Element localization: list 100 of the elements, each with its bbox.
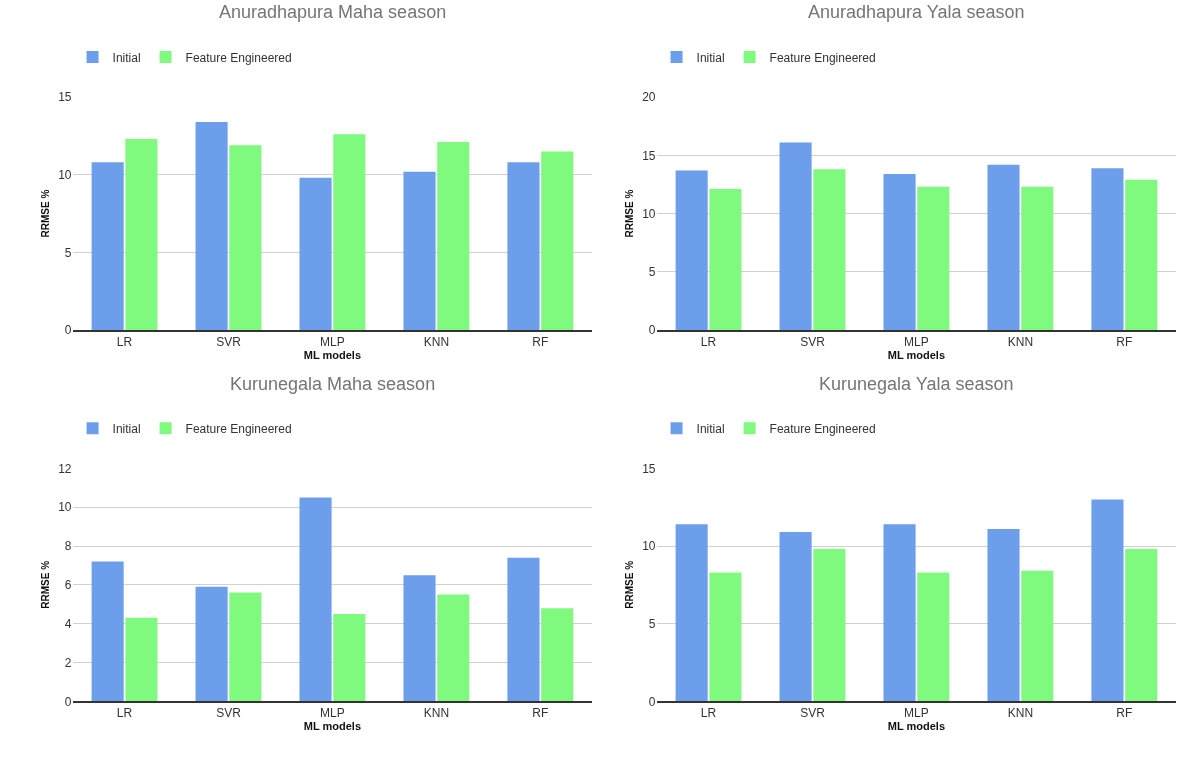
- x-tick-label: MLP: [904, 335, 929, 350]
- y-tick-label: 20: [642, 90, 656, 105]
- y-tick-label: 0: [648, 694, 656, 709]
- x-tick-label: RF: [532, 335, 549, 350]
- bar: [229, 592, 262, 702]
- x-tick-label: MLP: [904, 706, 929, 721]
- bar: [1091, 499, 1124, 702]
- x-tick-label: MLP: [320, 335, 345, 350]
- legend-label: Initial: [696, 50, 725, 65]
- bar: [541, 608, 574, 702]
- bar: [709, 189, 742, 331]
- y-tick-label: 10: [642, 539, 656, 554]
- y-tick-label: 5: [648, 616, 656, 631]
- x-tick-label: SVR: [800, 335, 826, 350]
- legend-label: Feature Engineered: [185, 421, 292, 436]
- chart-title: Kurunegala Yala season: [819, 374, 1014, 394]
- x-tick-label: RF: [1116, 706, 1133, 721]
- bar: [987, 528, 1020, 702]
- bar: [507, 557, 540, 702]
- bar: [987, 164, 1020, 331]
- x-tick-label: KNN: [423, 706, 450, 721]
- x-axis-title: ML models: [887, 349, 946, 362]
- y-tick-label: 10: [58, 500, 72, 515]
- y-tick-label: 5: [648, 265, 656, 279]
- chart-title: Kurunegala Maha season: [230, 374, 436, 394]
- x-axis-title: ML models: [887, 720, 946, 733]
- x-tick-label: LR: [116, 335, 133, 350]
- chart-title: Anuradhapura Maha season: [219, 2, 447, 22]
- x-tick-label: LR: [116, 706, 133, 721]
- y-tick-label: 15: [58, 90, 72, 105]
- x-tick-label: SVR: [216, 335, 242, 350]
- x-axis-title: ML models: [303, 349, 362, 362]
- bar: [125, 139, 158, 331]
- bar: [91, 162, 124, 331]
- x-tick-label: SVR: [800, 706, 826, 721]
- chart-title: Anuradhapura Yala season: [808, 2, 1025, 22]
- bar: [1021, 186, 1054, 331]
- x-tick-label: RF: [1116, 335, 1133, 350]
- y-tick-label: 10: [642, 206, 656, 221]
- bar: [437, 594, 470, 702]
- y-axis-title: RRMSE %: [40, 189, 52, 238]
- x-tick-label: RF: [532, 706, 549, 721]
- y-tick-label: 10: [58, 167, 72, 182]
- bar: [779, 532, 812, 702]
- bar: [813, 169, 846, 331]
- y-tick-label: 0: [648, 323, 656, 338]
- legend-label: Feature Engineered: [185, 50, 292, 65]
- x-axis-title: ML models: [303, 720, 362, 733]
- bar: [1125, 179, 1158, 331]
- y-tick-label: 12: [58, 461, 72, 476]
- legend-label: Initial: [696, 421, 725, 436]
- y-tick-label: 6: [64, 578, 72, 593]
- legend-label: Initial: [112, 421, 141, 436]
- y-tick-label: 5: [64, 245, 72, 260]
- bar: [91, 561, 124, 702]
- legend-label: Feature Engineered: [769, 421, 876, 436]
- bar: [675, 524, 708, 702]
- bar: [299, 497, 332, 702]
- bar: [813, 549, 846, 702]
- bar: [195, 121, 228, 331]
- x-tick-label: LR: [700, 335, 717, 350]
- bar: [299, 177, 332, 331]
- bar: [333, 134, 366, 331]
- y-axis-title: RRMSE %: [40, 560, 52, 609]
- y-tick-label: 4: [64, 616, 72, 631]
- x-tick-label: MLP: [320, 706, 345, 721]
- bar: [1091, 168, 1124, 331]
- bar: [195, 586, 228, 702]
- bar: [333, 613, 366, 702]
- bar: [779, 142, 812, 331]
- y-axis-title: RRMSE %: [624, 189, 636, 238]
- bar: [675, 170, 708, 331]
- bar: [403, 575, 436, 702]
- bar: [125, 617, 158, 702]
- y-tick-label: 0: [64, 323, 72, 338]
- x-tick-label: LR: [700, 706, 717, 721]
- y-tick-label: 8: [64, 539, 72, 554]
- y-tick-label: 2: [64, 655, 72, 670]
- bar: [917, 186, 950, 331]
- bar: [883, 524, 916, 702]
- y-tick-label: 15: [642, 148, 656, 163]
- bar: [437, 142, 470, 331]
- y-tick-label: 0: [64, 694, 72, 709]
- bar: [507, 162, 540, 331]
- bar: [917, 572, 950, 702]
- legend-label: Initial: [112, 50, 141, 65]
- y-tick-label: 15: [642, 461, 656, 476]
- x-tick-label: KNN: [423, 335, 450, 350]
- legend-label: Feature Engineered: [769, 50, 876, 65]
- x-tick-label: KNN: [1007, 706, 1034, 721]
- bar: [541, 151, 574, 331]
- y-axis-title: RRMSE %: [624, 560, 636, 609]
- bar: [883, 173, 916, 331]
- bar: [403, 171, 436, 331]
- bar: [709, 572, 742, 702]
- bar: [1125, 549, 1158, 702]
- bar: [229, 145, 262, 331]
- bar: [1021, 570, 1054, 702]
- x-tick-label: KNN: [1007, 335, 1034, 350]
- x-tick-label: SVR: [216, 706, 242, 721]
